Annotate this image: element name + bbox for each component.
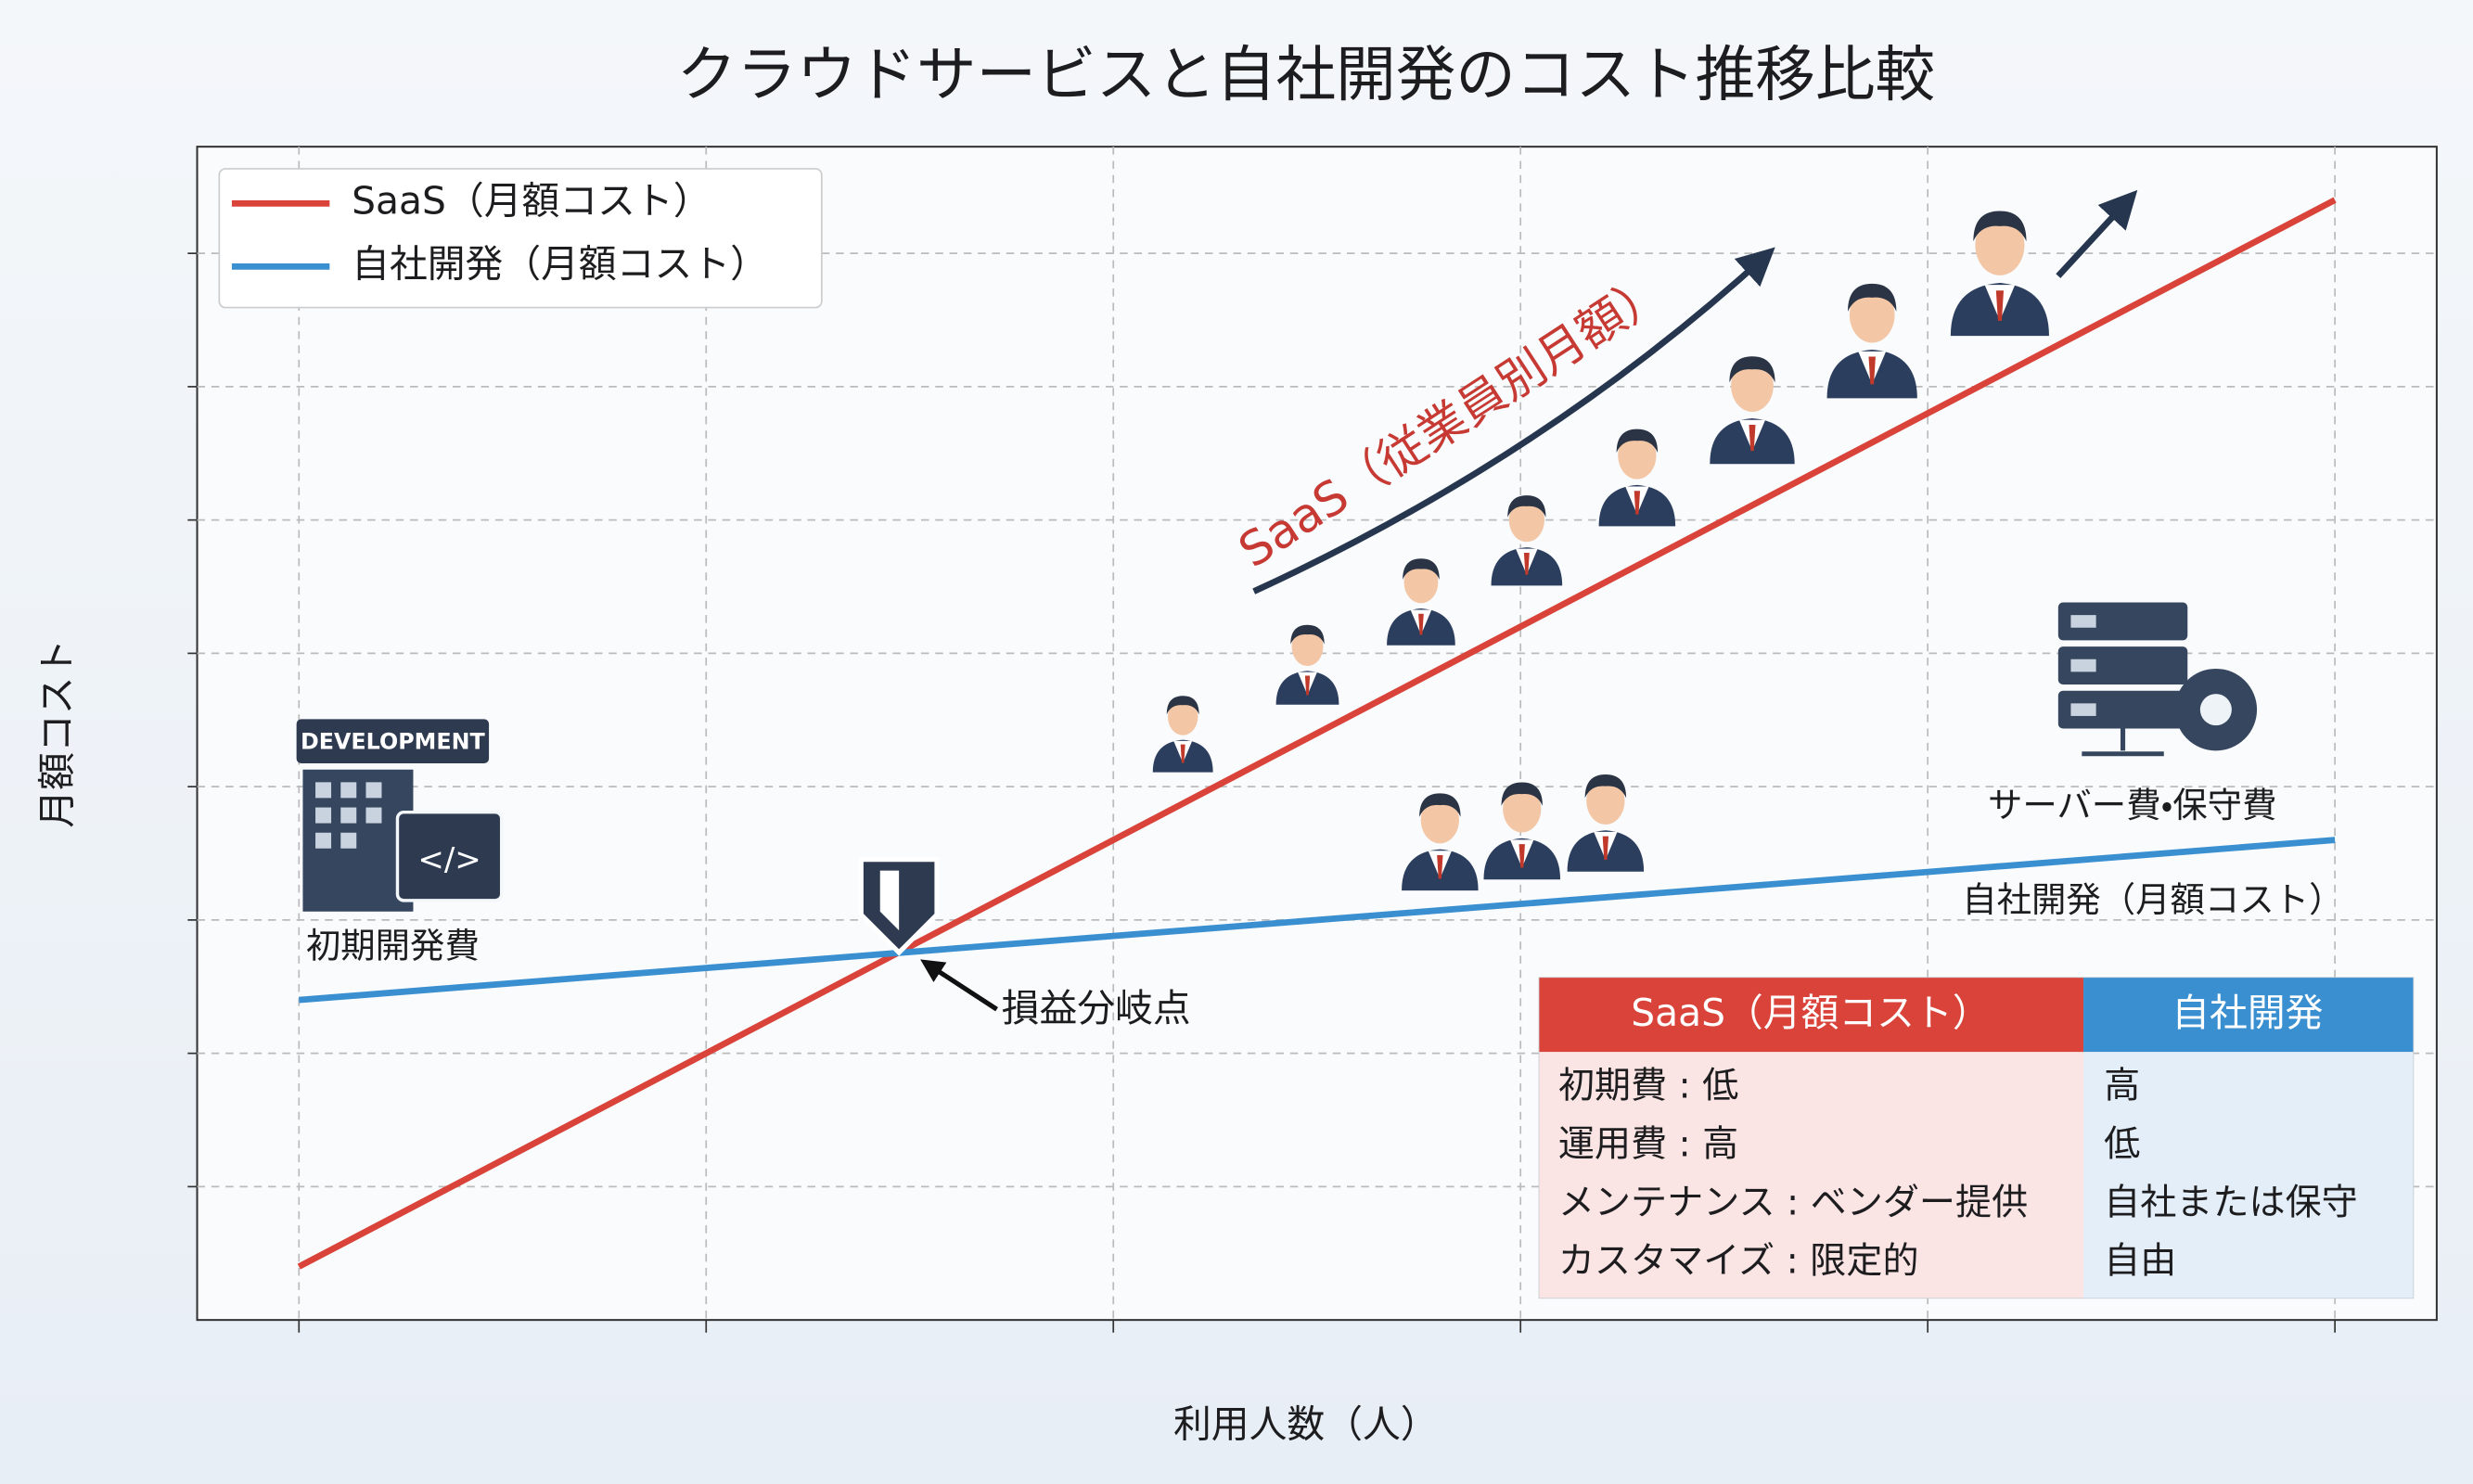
legend-label: 自社開発（月額コスト） bbox=[352, 241, 768, 286]
table-cell: 低 bbox=[2104, 1124, 2140, 1166]
table-body-right bbox=[2083, 1052, 2414, 1298]
table-cell: 自社または保守 bbox=[2104, 1183, 2358, 1224]
initial-cost-label: 初期開発費 bbox=[306, 925, 480, 966]
y-axis-label: 月額コスト bbox=[35, 639, 80, 828]
table-header-left bbox=[1539, 978, 2084, 1053]
series-line bbox=[297, 197, 2337, 1270]
table-cell: 運用費 : 高 bbox=[1558, 1124, 1738, 1166]
growth-arrow-small bbox=[2056, 189, 2138, 278]
code-glyph: </> bbox=[417, 841, 481, 878]
table-cell: 自由 bbox=[2104, 1240, 2176, 1282]
legend-label: SaaS（月額コスト） bbox=[352, 178, 711, 223]
table-cell: カスタマイズ : 限定的 bbox=[1558, 1240, 1919, 1282]
server-cost-label: サーバー費・保守費 bbox=[1988, 785, 2276, 825]
development-icon: DEVELOPMENT </> bbox=[296, 719, 504, 912]
table-header: 自社開発 bbox=[2172, 991, 2323, 1035]
series-line bbox=[299, 837, 2336, 1004]
development-badge: DEVELOPMENT bbox=[301, 728, 486, 754]
server-icon bbox=[2057, 602, 2258, 757]
table-cell: メンテナンス : ベンダー提供 bbox=[1558, 1183, 2028, 1224]
table-body-left bbox=[1539, 1052, 2084, 1298]
legend bbox=[218, 168, 823, 309]
lines bbox=[297, 197, 2337, 1270]
table-cell: 高 bbox=[2104, 1066, 2140, 1107]
chart-title: クラウドサービスと自社開発のコスト推移比較 bbox=[677, 41, 1935, 110]
table-header-right bbox=[2083, 978, 2414, 1053]
growth-arrow bbox=[1252, 247, 1775, 595]
break-even-label: 損益分岐点 bbox=[1002, 986, 1191, 1030]
series-label: 自社開発（月額コスト） bbox=[1962, 879, 2343, 920]
x-axis-label: 利用人数（人） bbox=[1173, 1402, 1439, 1447]
table-header: SaaS（月額コスト） bbox=[1631, 991, 1990, 1035]
legend-items: SaaS（月額コスト） 自社開発（月額コスト） bbox=[231, 178, 768, 286]
break-even-arrow bbox=[920, 959, 998, 1012]
table-cell: 初期費 : 低 bbox=[1558, 1066, 1738, 1107]
shield-glyph bbox=[879, 870, 900, 931]
